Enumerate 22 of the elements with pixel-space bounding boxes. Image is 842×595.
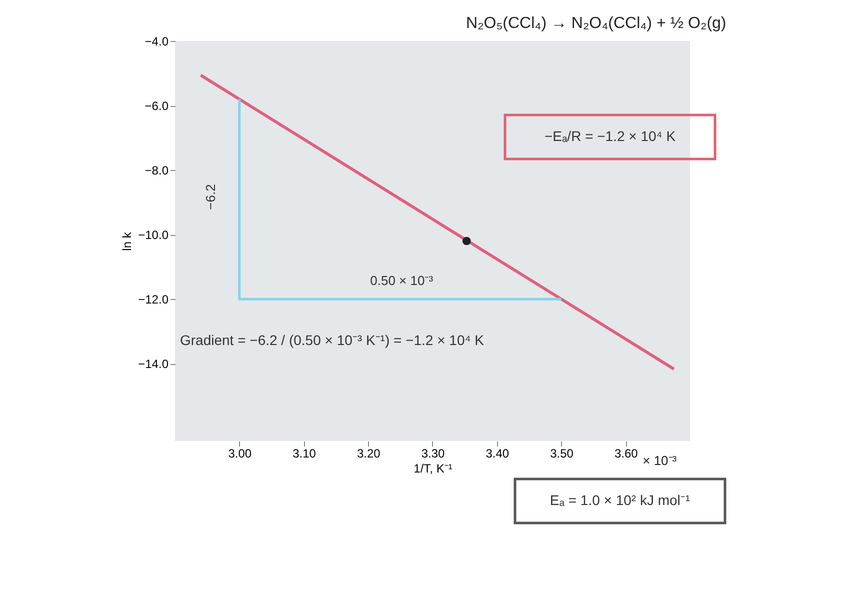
x-tick-label: 3.10 (292, 446, 316, 460)
annotation: −Eₐ/R = −1.2 × 10⁴ K (544, 128, 676, 144)
chart-title: N₂O₅(CCl₄) → N₂O₄(CCl₄) + ½ O₂(g) (466, 15, 726, 32)
y-tick-label: −4.0 (144, 34, 169, 48)
x-tick-label: 3.50 (550, 446, 574, 460)
annotation: Gradient = −6.2 / (0.50 × 10⁻³ K⁻¹) = −1.2 × 10⁴ K (180, 332, 485, 348)
y-tick-label: −12.0 (138, 292, 169, 307)
x-tick-label: 3.00 (228, 446, 252, 460)
annotation: 0.50 × 10⁻³ (370, 273, 434, 288)
x-tick-label: 3.60 (614, 446, 638, 460)
y-tick-label: −8.0 (144, 164, 169, 178)
x-tick-label: 3.30 (421, 446, 445, 460)
y-axis-title: ln k (120, 231, 134, 251)
x-axis-title: 1/T, K⁻¹ (414, 462, 452, 476)
y-tick-label: −10.0 (138, 228, 169, 242)
x-tick-label: 3.20 (356, 446, 381, 460)
annotation: −6.2 (203, 184, 218, 210)
y-tick-label: −6.0 (144, 99, 169, 114)
y-tick-label: −14.0 (138, 357, 169, 372)
x-tick-label: 3.40 (486, 446, 510, 460)
text: Eₐ = 1.0 × 10² kJ mol⁻¹ (550, 492, 690, 508)
text: × 10⁻³ (642, 453, 678, 468)
